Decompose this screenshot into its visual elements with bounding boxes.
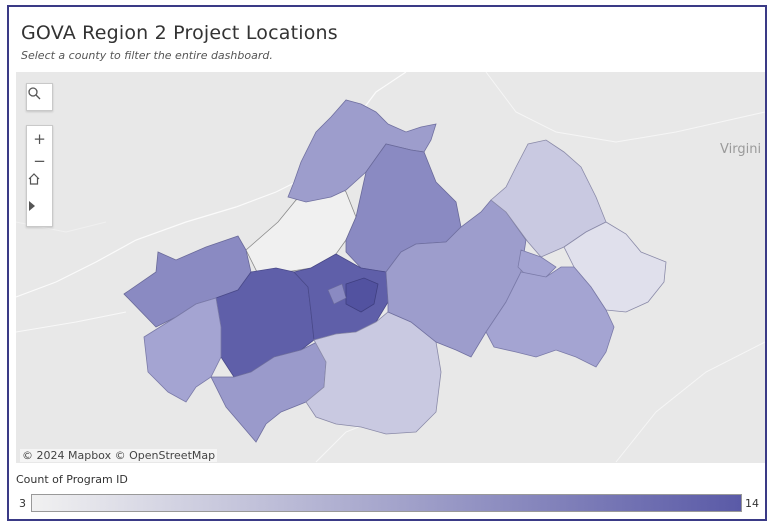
dashboard-subtitle: Select a county to filter the entire das… xyxy=(21,49,273,62)
zoom-out-button[interactable]: − xyxy=(33,152,46,170)
map-view[interactable]: Virgini + − © 2024 Mapbox © OpenStreetMa… xyxy=(16,72,765,463)
county-campbell[interactable] xyxy=(485,266,615,368)
map-canvas[interactable] xyxy=(16,72,765,463)
county-layer[interactable] xyxy=(123,99,667,443)
zoom-controls: + − xyxy=(26,125,53,227)
county-salem[interactable] xyxy=(327,283,347,305)
legend-min: 3 xyxy=(19,497,26,510)
county-pulaski[interactable] xyxy=(143,297,222,403)
county-franklin[interactable] xyxy=(305,311,442,435)
search-control[interactable] xyxy=(26,83,53,111)
map-label-virginia: Virgini xyxy=(720,142,762,157)
county-roanoke-city[interactable] xyxy=(345,277,379,313)
county-amherst[interactable] xyxy=(490,139,607,258)
legend-title: Count of Program ID xyxy=(16,473,128,486)
legend-max: 14 xyxy=(745,497,759,510)
dashboard-title: GOVA Region 2 Project Locations xyxy=(21,22,338,44)
search-icon[interactable] xyxy=(27,86,52,108)
map-attribution[interactable]: © 2024 Mapbox © OpenStreetMap xyxy=(20,449,218,462)
zoom-in-button[interactable]: + xyxy=(33,130,46,148)
play-icon[interactable] xyxy=(27,200,52,222)
legend-color-ramp xyxy=(31,494,742,512)
home-icon[interactable] xyxy=(27,172,52,194)
